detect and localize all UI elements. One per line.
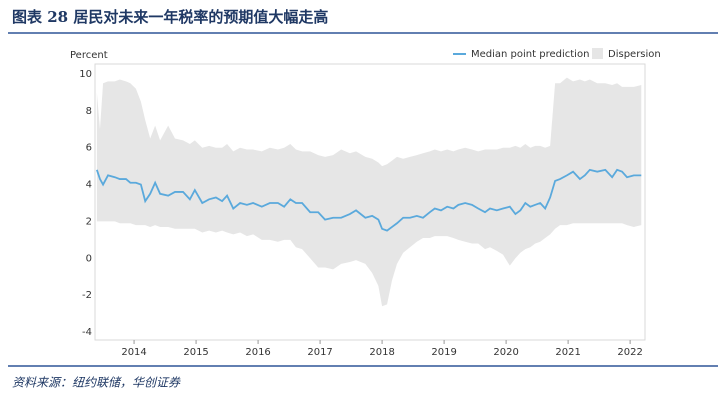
plot-area bbox=[94, 63, 646, 341]
x-tick-label: 2020 bbox=[493, 347, 518, 358]
x-tick-label: 2016 bbox=[245, 347, 270, 358]
y-tick-label: 0 bbox=[86, 253, 92, 264]
x-tick-label: 2019 bbox=[431, 347, 456, 358]
x-tick-label: 2018 bbox=[369, 347, 394, 358]
x-tick-label: 2015 bbox=[183, 347, 208, 358]
x-tick-label: 2022 bbox=[617, 347, 642, 358]
legend-label: Median point prediction bbox=[471, 49, 589, 60]
y-tick-label: 10 bbox=[79, 69, 92, 80]
x-tick-label: 2021 bbox=[555, 347, 580, 358]
y-axis-label: Percent bbox=[70, 50, 108, 61]
chart-title: 图表 28 居民对未来一年税率的预期值大幅走高 bbox=[12, 8, 328, 26]
median-line bbox=[96, 168, 642, 232]
legend-label: Dispersion bbox=[608, 49, 661, 60]
y-tick-label: 4 bbox=[86, 180, 92, 191]
legend-swatch bbox=[592, 48, 603, 59]
dispersion-band bbox=[96, 77, 642, 307]
y-tick-label: 8 bbox=[86, 106, 92, 117]
x-tick-label: 2017 bbox=[307, 347, 332, 358]
y-tick-label: -4 bbox=[82, 327, 92, 338]
y-tick-label: -2 bbox=[82, 290, 92, 301]
y-tick-label: 6 bbox=[86, 143, 92, 154]
source: 资料来源：纽约联储，华创证券 bbox=[12, 376, 181, 390]
x-tick-label: 2014 bbox=[121, 347, 146, 358]
y-tick-label: 2 bbox=[86, 216, 92, 227]
